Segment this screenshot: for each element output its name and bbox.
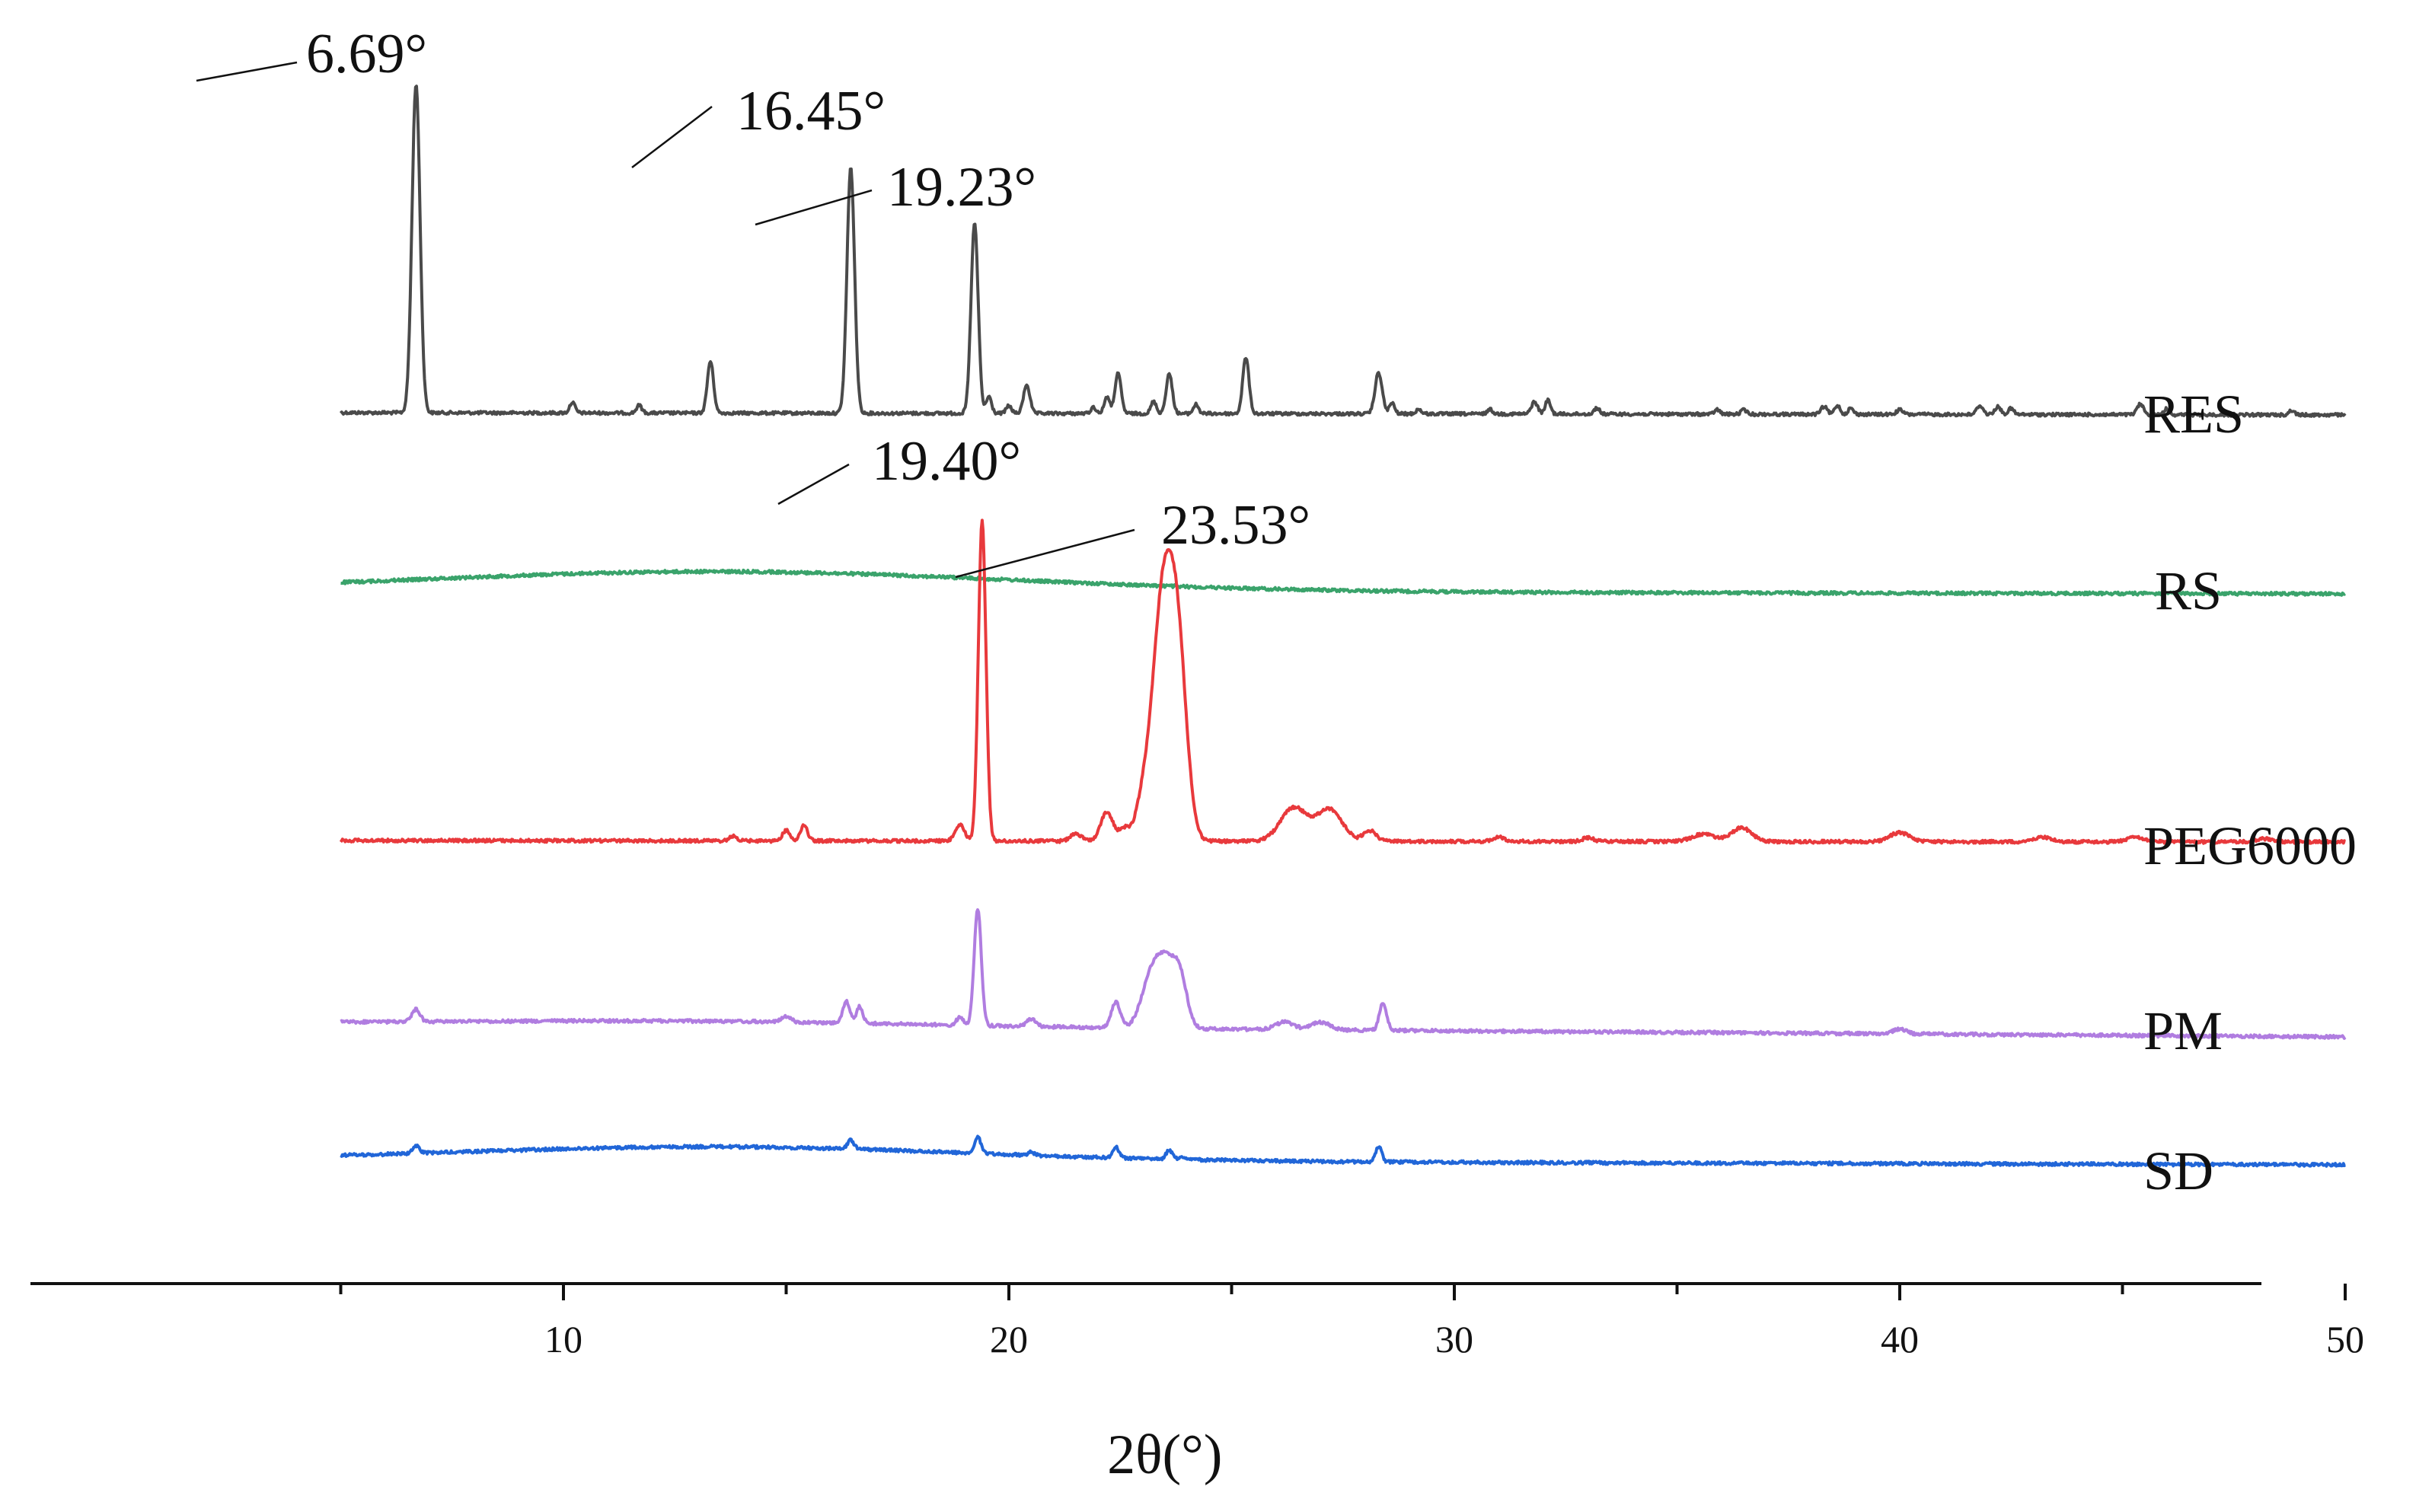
peak-annotation-label: 19.40° bbox=[872, 430, 1021, 493]
series-label-peg6000: PEG6000 bbox=[2143, 815, 2357, 876]
peak-annotations: 6.69° 16.45°19.23° 19.40° 23.53° bbox=[196, 23, 1310, 579]
x-tick-label: 50 bbox=[2326, 1318, 2364, 1360]
trace-rs bbox=[340, 568, 2347, 597]
peak-annotation-label: 16.45° bbox=[736, 80, 886, 142]
trace-pm bbox=[340, 908, 2347, 1040]
x-tick-label: 20 bbox=[990, 1318, 1028, 1360]
trace-sd bbox=[340, 1134, 2347, 1168]
series-label-pm: PM bbox=[2143, 1000, 2223, 1061]
annotation-leader-line bbox=[777, 463, 850, 506]
xrd-traces bbox=[339, 85, 2347, 1168]
annotation-leader-line bbox=[955, 528, 1135, 579]
peak-annotation-label: 19.23° bbox=[887, 156, 1036, 219]
peak-annotation-label: 6.69° bbox=[306, 23, 427, 85]
series-label-res: RES bbox=[2143, 384, 2244, 445]
x-axis-label: 2θ(°) bbox=[1107, 1424, 1222, 1486]
annotation-leader-line bbox=[631, 106, 713, 168]
peak-annotation-label: 23.53° bbox=[1161, 494, 1310, 557]
annotation-leader-line bbox=[755, 189, 873, 226]
x-tick-label: 30 bbox=[1435, 1318, 1473, 1360]
series-label-rs: RS bbox=[2155, 560, 2222, 621]
x-tick-label: 10 bbox=[544, 1318, 582, 1360]
x-tick-label: 40 bbox=[1881, 1318, 1919, 1360]
trace-peg6000 bbox=[339, 518, 2347, 845]
x-axis-ticks: 10 20 30 40 50 bbox=[339, 1284, 2364, 1360]
trace-res bbox=[339, 85, 2347, 418]
series-label-sd: SD bbox=[2143, 1140, 2213, 1201]
x-axis: 10 20 30 40 50 bbox=[30, 1282, 2364, 1360]
annotation-leader-line bbox=[196, 61, 298, 82]
series-labels: RES RS PEG6000 PM SD bbox=[2143, 384, 2357, 1201]
